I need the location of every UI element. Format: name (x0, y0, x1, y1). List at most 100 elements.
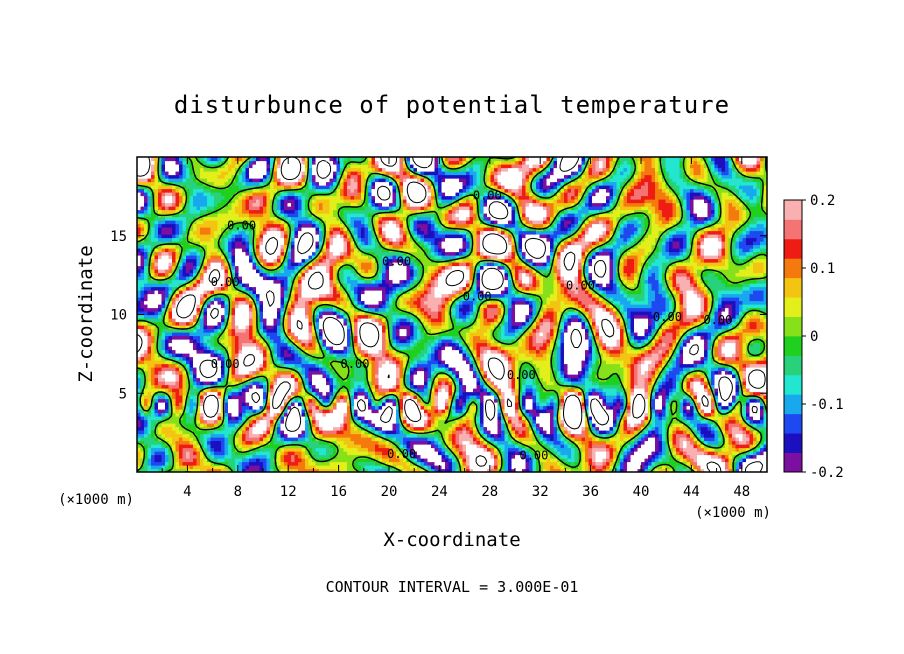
field-cell (207, 423, 212, 428)
field-cell (581, 412, 586, 417)
field-cell (378, 384, 383, 389)
field-cell (137, 419, 142, 424)
field-cell (550, 391, 555, 396)
field-cell (574, 398, 579, 403)
field-cell (207, 388, 212, 393)
field-cell (746, 426, 751, 431)
field-cell (242, 374, 247, 379)
field-cell (427, 388, 432, 393)
field-cell (172, 391, 177, 396)
field-cell (679, 398, 684, 403)
field-cell (207, 381, 212, 386)
field-cell (700, 451, 705, 456)
field-cell (529, 374, 534, 379)
field-cell (168, 444, 173, 449)
field-cell (686, 440, 691, 445)
field-cell (354, 409, 359, 414)
field-cell (333, 423, 338, 428)
field-cell (490, 402, 495, 407)
field-cell (742, 381, 747, 386)
field-cell (406, 447, 411, 452)
field-cell (245, 391, 250, 396)
field-cell (410, 388, 415, 393)
field-cell (389, 454, 394, 459)
field-cell (266, 416, 271, 421)
field-cell (609, 458, 614, 463)
field-cell (539, 423, 544, 428)
field-cell (459, 423, 464, 428)
field-cell (361, 461, 366, 466)
field-cell (564, 426, 569, 431)
field-cell (518, 423, 523, 428)
field-cell (354, 416, 359, 421)
field-cell (623, 384, 628, 389)
field-cell (480, 465, 485, 470)
field-cell (343, 384, 348, 389)
field-cell (378, 458, 383, 463)
field-cell (665, 409, 670, 414)
field-cell (616, 451, 621, 456)
field-cell (648, 388, 653, 393)
field-cell (536, 465, 541, 470)
field-cell (196, 430, 201, 435)
field-cell (186, 412, 191, 417)
field-cell (329, 398, 334, 403)
field-cell (350, 430, 355, 435)
field-cell (175, 405, 180, 410)
field-cell (287, 412, 292, 417)
field-cell (140, 374, 145, 379)
field-cell (700, 388, 705, 393)
field-cell (193, 454, 198, 459)
field-cell (354, 430, 359, 435)
field-cell (742, 395, 747, 400)
field-cell (756, 402, 761, 407)
field-cell (466, 398, 471, 403)
field-cell (441, 426, 446, 431)
field-cell (413, 437, 418, 442)
field-cell (553, 412, 558, 417)
field-cell (539, 440, 544, 445)
field-cell (420, 423, 425, 428)
field-cell (207, 395, 212, 400)
field-cell (434, 458, 439, 463)
field-cell (382, 426, 387, 431)
field-cell (637, 458, 642, 463)
field-cell (564, 405, 569, 410)
field-cell (532, 426, 537, 431)
field-cell (739, 465, 744, 470)
field-cell (560, 468, 565, 472)
field-cell (200, 374, 205, 379)
field-cell (329, 458, 334, 463)
field-cell (501, 388, 506, 393)
field-cell (417, 402, 422, 407)
field-cell (623, 430, 628, 435)
field-cell (347, 412, 352, 417)
field-cell (441, 374, 446, 379)
field-cell (466, 461, 471, 466)
field-cell (273, 416, 278, 421)
field-cell (350, 384, 355, 389)
field-cell (277, 465, 282, 470)
field-cell (462, 409, 467, 414)
field-cell (644, 377, 649, 382)
field-cell (585, 454, 590, 459)
field-cell (434, 416, 439, 421)
field-cell (354, 419, 359, 424)
field-cell (252, 388, 257, 393)
field-cell (333, 447, 338, 452)
field-cell (665, 423, 670, 428)
field-cell (504, 433, 509, 438)
field-cell (315, 391, 320, 396)
field-cell (382, 412, 387, 417)
field-cell (203, 430, 208, 435)
field-cell (690, 416, 695, 421)
field-cell (343, 433, 348, 438)
field-cell (434, 426, 439, 431)
field-cell (361, 437, 366, 442)
field-cell (273, 412, 278, 417)
field-cell (651, 458, 656, 463)
field-cell (329, 468, 334, 472)
field-cell (627, 419, 632, 424)
field-cell (700, 444, 705, 449)
field-cell (242, 409, 247, 414)
